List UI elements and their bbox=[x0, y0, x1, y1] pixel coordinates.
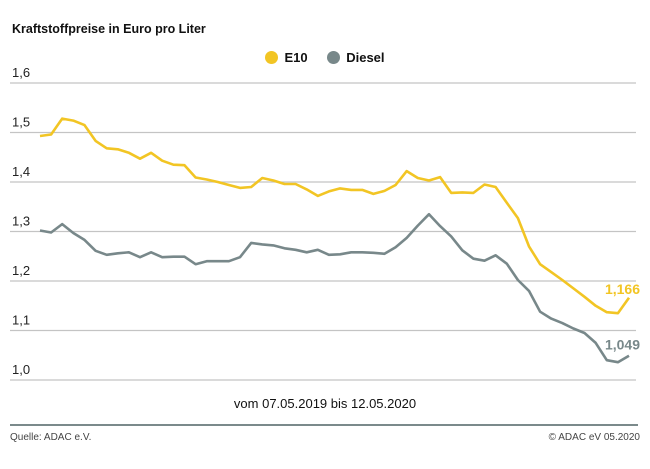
end-value-label: 1,049 bbox=[605, 337, 640, 353]
legend-item-diesel: Diesel bbox=[327, 50, 385, 65]
y-tick-label: 1,2 bbox=[12, 263, 30, 278]
legend-item-e10: E10 bbox=[265, 50, 308, 65]
y-tick-label: 1,5 bbox=[12, 115, 30, 130]
legend-label: E10 bbox=[284, 50, 308, 65]
divider bbox=[10, 424, 638, 426]
series-line-diesel bbox=[39, 212, 630, 364]
end-value-label: 1,166 bbox=[605, 281, 640, 297]
y-tick-label: 1,0 bbox=[12, 362, 30, 377]
x-axis-label: vom 07.05.2019 bis 12.05.2020 bbox=[233, 396, 417, 411]
legend-marker-diesel bbox=[327, 51, 341, 64]
source-note: Quelle: ADAC e.V. bbox=[10, 432, 92, 443]
chart-title: Kraftstoffpreise in Euro pro Liter bbox=[12, 22, 206, 36]
copyright-note: © ADAC eV 05.2020 bbox=[548, 432, 640, 443]
y-tick-label: 1,1 bbox=[12, 313, 30, 328]
y-tick-label: 1,4 bbox=[12, 164, 30, 179]
legend: E10 Diesel bbox=[0, 50, 650, 67]
y-tick-label: 1,3 bbox=[12, 214, 30, 229]
series-line-e10 bbox=[39, 117, 631, 315]
legend-marker-e10 bbox=[265, 51, 279, 64]
y-tick-label: 1,6 bbox=[12, 65, 30, 80]
legend-label: Diesel bbox=[346, 50, 385, 65]
